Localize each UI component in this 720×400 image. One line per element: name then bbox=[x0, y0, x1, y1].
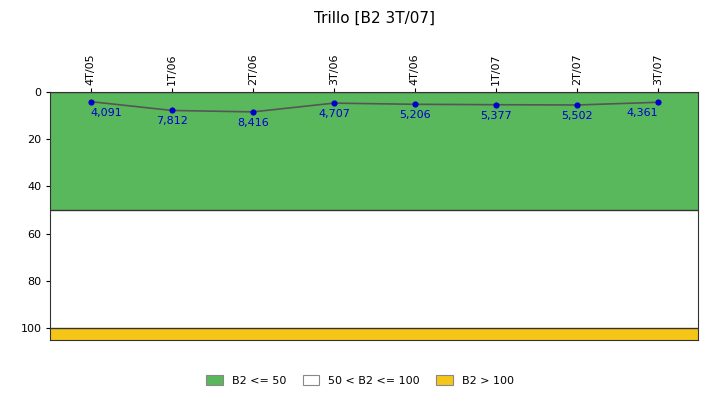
Bar bbox=[50, 92, 698, 210]
Point bbox=[85, 98, 96, 105]
Text: 4,091: 4,091 bbox=[91, 108, 122, 118]
Text: 4,361: 4,361 bbox=[626, 108, 658, 118]
Text: 4,707: 4,707 bbox=[318, 109, 350, 119]
Point bbox=[571, 102, 582, 108]
Point bbox=[328, 100, 340, 106]
Text: 5,502: 5,502 bbox=[561, 111, 593, 121]
Text: 5,377: 5,377 bbox=[480, 111, 512, 121]
Text: 5,206: 5,206 bbox=[399, 110, 431, 120]
Point bbox=[409, 101, 420, 108]
Legend: B2 <= 50, 50 < B2 <= 100, B2 > 100: B2 <= 50, 50 < B2 <= 100, B2 > 100 bbox=[202, 371, 518, 390]
Text: 7,812: 7,812 bbox=[156, 116, 188, 126]
Point bbox=[490, 102, 502, 108]
Bar bbox=[50, 210, 698, 328]
Text: 8,416: 8,416 bbox=[237, 118, 269, 128]
Point bbox=[652, 99, 664, 106]
Title: Trillo [B2 3T/07]: Trillo [B2 3T/07] bbox=[314, 10, 435, 26]
Bar bbox=[50, 328, 698, 340]
Point bbox=[166, 107, 178, 114]
Point bbox=[247, 109, 258, 115]
